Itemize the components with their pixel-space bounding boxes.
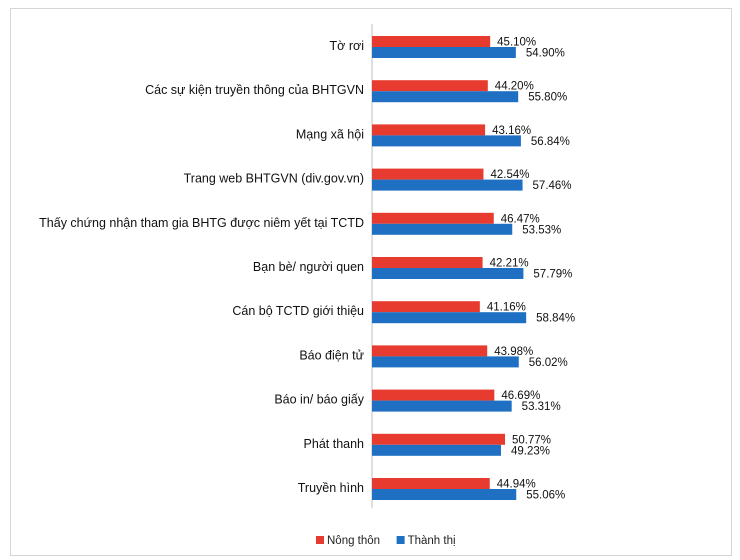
bar-nong-thon — [372, 124, 486, 136]
data-label: 53.53% — [522, 224, 561, 236]
data-label: 46.47% — [501, 213, 540, 225]
category-label: Báo in/ báo giấy — [274, 393, 364, 407]
data-label: 50.77% — [512, 434, 551, 446]
data-label: 55.06% — [526, 490, 565, 502]
data-label: 45.10% — [497, 37, 536, 49]
bar-thanh-thi — [372, 312, 527, 324]
data-label: 43.98% — [494, 346, 533, 358]
data-label: 56.84% — [531, 136, 570, 148]
legend-label: Thành thị — [408, 535, 456, 547]
category-label: Thấy chứng nhận tham gia BHTG được niêm … — [39, 216, 364, 230]
category-label: Phát thanh — [304, 437, 365, 451]
category-label: Các sự kiện truyền thông của BHTGVN — [145, 83, 364, 97]
bar-nong-thon — [372, 433, 506, 445]
bar-thanh-thi — [372, 268, 524, 279]
category-label: Truyền hình — [298, 481, 364, 495]
data-label: 55.80% — [528, 92, 567, 104]
category-label: Cán bộ TCTD giới thiệu — [232, 304, 364, 318]
data-label: 42.21% — [490, 258, 529, 270]
data-label: 42.54% — [490, 169, 529, 181]
bar-thanh-thi — [372, 47, 516, 58]
bar-nong-thon — [372, 168, 484, 180]
bar-nong-thon — [372, 345, 488, 357]
category-label: Tờ rơi — [330, 39, 364, 53]
bar-nong-thon — [372, 212, 494, 224]
data-label: 57.46% — [533, 180, 572, 192]
data-label: 58.84% — [536, 313, 575, 325]
bar-nong-thon — [372, 36, 491, 47]
category-label: Trang web BHTGVN (div.gov.vn) — [184, 172, 364, 186]
bar-thanh-thi — [372, 489, 517, 500]
data-label: 53.31% — [522, 401, 561, 413]
bar-thanh-thi — [372, 400, 512, 412]
data-label: 41.16% — [487, 302, 526, 314]
category-label: Báo điện tử — [299, 348, 364, 362]
data-label: 43.16% — [492, 125, 531, 137]
data-label: 57.79% — [533, 269, 572, 281]
data-label: 54.90% — [526, 48, 565, 60]
bar-thanh-thi — [372, 444, 501, 456]
data-label: 49.23% — [511, 445, 550, 457]
bar-thanh-thi — [372, 223, 513, 235]
bar-nong-thon — [372, 389, 495, 401]
bar-nong-thon — [372, 257, 483, 268]
data-label: 44.20% — [495, 81, 534, 93]
legend-swatch — [316, 536, 324, 544]
bar-nong-thon — [372, 80, 488, 92]
bar-thanh-thi — [372, 135, 521, 147]
bar-thanh-thi — [372, 356, 519, 368]
bar-nong-thon — [372, 478, 490, 489]
bar-thanh-thi — [372, 179, 523, 191]
category-label: Bạn bè/ người quen — [253, 260, 364, 274]
chart-frame — [10, 8, 732, 556]
bar-thanh-thi — [372, 91, 519, 103]
data-label: 56.02% — [529, 357, 568, 369]
data-label: 44.94% — [497, 479, 536, 491]
data-label: 46.69% — [501, 390, 540, 402]
category-label: Mạng xã hội — [296, 127, 364, 141]
legend-label: Nông thôn — [327, 535, 380, 547]
bar-nong-thon — [372, 301, 480, 313]
legend-swatch — [396, 536, 405, 544]
